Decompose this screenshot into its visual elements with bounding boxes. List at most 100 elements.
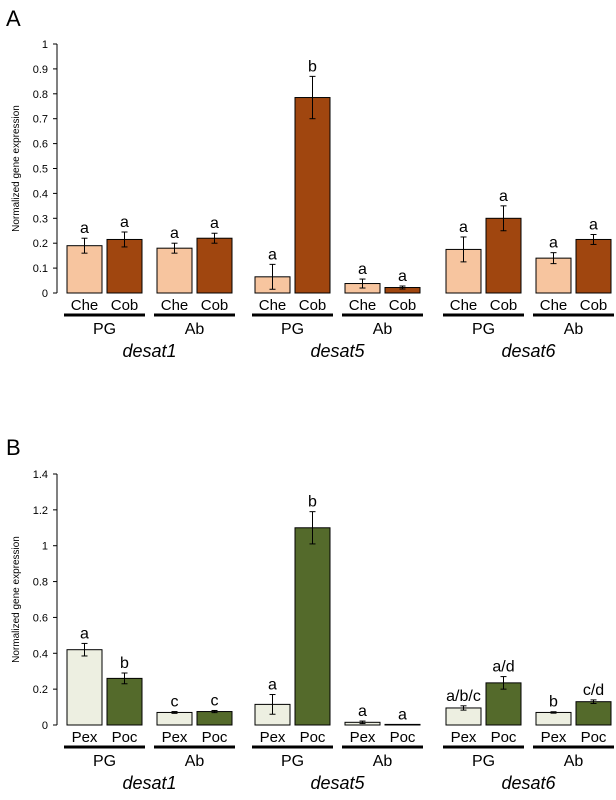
group-label: Ab	[564, 321, 584, 338]
bar	[156, 711, 193, 726]
gene-label: desat5	[310, 341, 365, 361]
significance-label: b	[308, 494, 317, 511]
bar	[106, 238, 143, 294]
significance-label: a	[120, 214, 129, 231]
category-label: Che	[161, 297, 189, 314]
gene-label: desat1	[122, 773, 176, 793]
category-label: Cob	[201, 297, 229, 314]
group-label: Ab	[373, 753, 393, 770]
significance-label: a	[398, 706, 407, 723]
y-tick-label: 0.8	[33, 577, 48, 589]
category-label: Pex	[350, 729, 376, 746]
significance-label: c	[171, 694, 179, 711]
category-label: Poc	[202, 729, 228, 746]
category-label: Cob	[389, 297, 417, 314]
category-label: Che	[71, 297, 99, 314]
y-tick-label: 1	[42, 541, 48, 553]
y-axis-label: Normalized gene expression	[11, 105, 22, 232]
category-label: Che	[259, 297, 287, 314]
significance-label: b	[549, 694, 558, 711]
y-tick-label: 1.4	[33, 469, 48, 481]
y-tick-label: 0.8	[33, 89, 48, 101]
significance-label: a	[549, 235, 558, 252]
gene-label: desat6	[501, 773, 556, 793]
y-tick-label: 1.2	[33, 505, 48, 517]
category-label: Cob	[490, 297, 518, 314]
group-label: Ab	[185, 753, 205, 770]
group-label: PG	[93, 753, 116, 770]
significance-label: a	[459, 219, 468, 236]
panel-letter: B	[6, 435, 21, 460]
gene-label: desat5	[310, 773, 365, 793]
y-tick-label: 0.7	[33, 114, 48, 126]
y-axis-label: Normalized gene expression	[11, 536, 22, 663]
category-label: Pex	[541, 729, 567, 746]
category-label: Pex	[72, 729, 98, 746]
significance-label: a	[80, 625, 89, 642]
significance-label: a	[80, 220, 89, 237]
significance-label: c/d	[583, 682, 604, 699]
category-label: Pex	[260, 729, 286, 746]
bar	[575, 238, 612, 294]
y-tick-label: 0.4	[33, 188, 48, 200]
bar	[575, 701, 612, 726]
significance-label: a	[210, 215, 219, 232]
y-tick-label: 0.6	[33, 612, 48, 624]
group-label: PG	[281, 753, 304, 770]
bar	[294, 527, 331, 726]
significance-label: a/b/c	[446, 688, 481, 705]
bar	[66, 649, 103, 726]
y-tick-label: 0.9	[33, 64, 48, 76]
significance-label: b	[120, 655, 129, 672]
bar	[384, 723, 421, 726]
significance-label: b	[308, 58, 317, 75]
group-label: Ab	[373, 321, 393, 338]
gene-label: desat6	[501, 341, 556, 361]
bar	[156, 247, 193, 294]
y-tick-label: 1	[42, 39, 48, 51]
y-tick-label: 0	[42, 720, 48, 732]
y-tick-label: 0.2	[33, 238, 48, 250]
group-label: PG	[93, 321, 116, 338]
significance-label: a	[268, 246, 277, 263]
group-label: Ab	[185, 321, 205, 338]
significance-label: c	[211, 692, 219, 709]
significance-label: a/d	[492, 659, 514, 676]
significance-label: a	[589, 216, 598, 233]
category-label: Pex	[451, 729, 477, 746]
group-label: PG	[472, 753, 495, 770]
bar	[294, 97, 331, 294]
category-label: Cob	[111, 297, 139, 314]
significance-label: a	[358, 703, 367, 720]
category-label: Che	[450, 297, 478, 314]
category-label: Poc	[390, 729, 416, 746]
y-tick-label: 0	[42, 288, 48, 300]
category-label: Cob	[299, 297, 327, 314]
category-label: Poc	[112, 729, 138, 746]
category-label: Cob	[580, 297, 608, 314]
group-label: PG	[281, 321, 304, 338]
category-label: Poc	[491, 729, 517, 746]
significance-label: a	[268, 677, 277, 694]
group-label: PG	[472, 321, 495, 338]
significance-label: a	[499, 188, 508, 205]
panel-letter: A	[6, 6, 21, 31]
category-label: Che	[540, 297, 568, 314]
category-label: Pex	[162, 729, 188, 746]
y-tick-label: 0.2	[33, 684, 48, 696]
bar	[106, 677, 143, 726]
y-tick-label: 0.3	[33, 213, 48, 225]
bar	[196, 711, 233, 726]
bar	[196, 237, 233, 294]
bar	[485, 682, 522, 726]
y-tick-label: 0.6	[33, 139, 48, 151]
y-tick-label: 0.1	[33, 263, 48, 275]
y-tick-label: 0.4	[33, 648, 48, 660]
category-label: Poc	[300, 729, 326, 746]
gene-label: desat1	[122, 341, 176, 361]
category-label: Che	[349, 297, 377, 314]
group-label: Ab	[564, 753, 584, 770]
significance-label: a	[398, 268, 407, 285]
y-tick-label: 0.5	[33, 164, 48, 176]
